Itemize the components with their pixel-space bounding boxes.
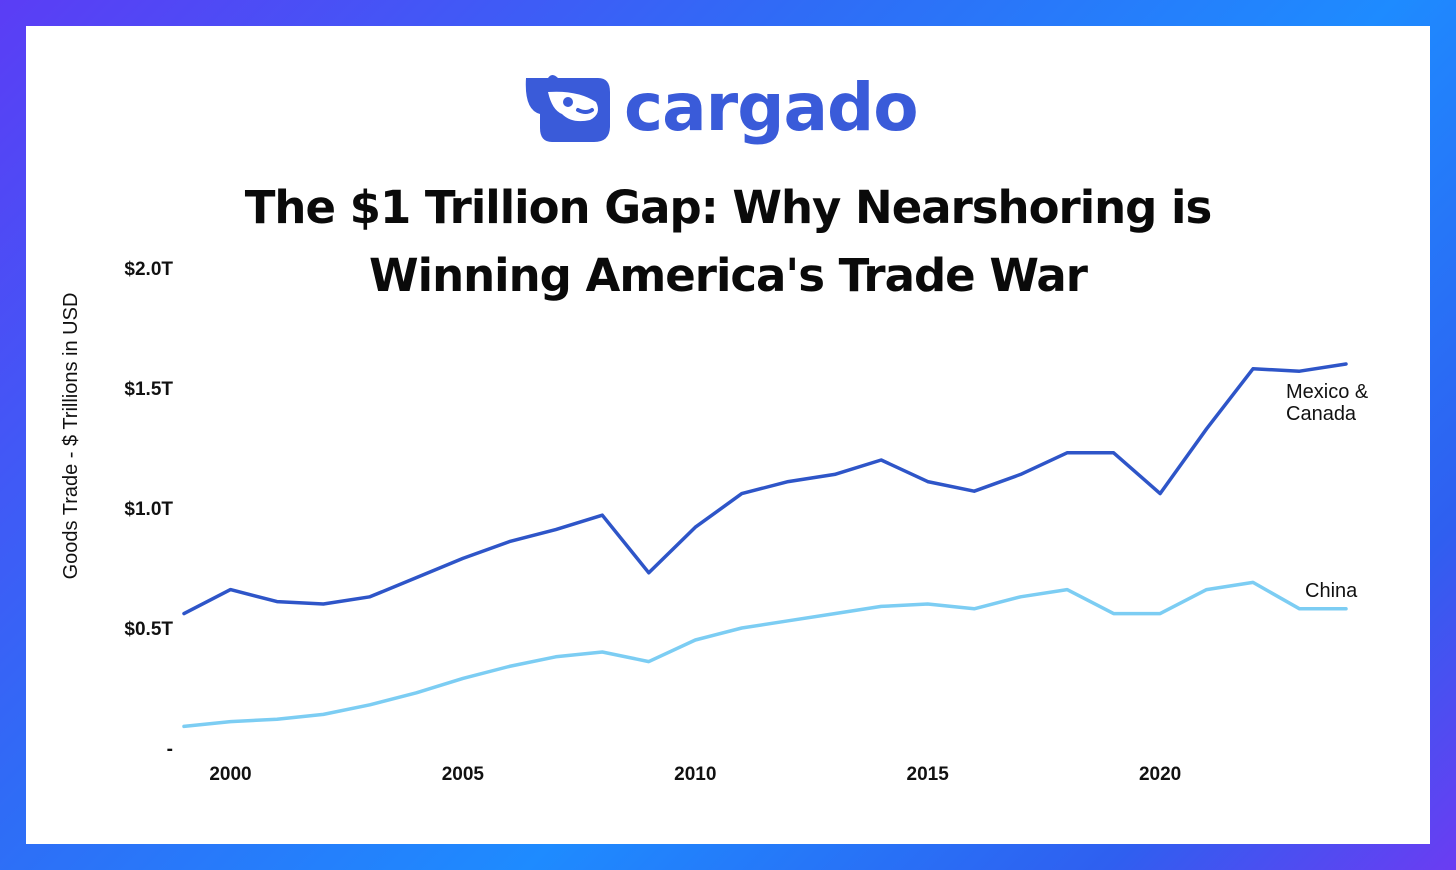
x-tick-label-2010: 2010 bbox=[674, 764, 716, 785]
brand-name: cargado bbox=[624, 69, 919, 146]
brand-logo: cargado bbox=[522, 69, 919, 146]
y-axis-label: Goods Trade - $ Trillions in USD bbox=[60, 293, 82, 580]
series-label-mexico-canada-line2: Canada bbox=[1286, 403, 1357, 425]
y-tick-label-1: $0.5T bbox=[124, 619, 173, 640]
series-label-china: China bbox=[1305, 580, 1358, 602]
y-tick-label-4: $2.0T bbox=[124, 259, 173, 280]
x-tick-label-2015: 2015 bbox=[907, 764, 950, 785]
series-line-china bbox=[182, 580, 1348, 729]
series-label-mexico-canada-line1: Mexico & bbox=[1286, 381, 1369, 403]
y-tick-label-3: $1.5T bbox=[124, 379, 173, 400]
x-tick-label-2020: 2020 bbox=[1139, 764, 1181, 785]
x-tick-label-2005: 2005 bbox=[442, 764, 485, 785]
y-tick-label-0: - bbox=[167, 739, 173, 760]
series-line-mexico-canada bbox=[182, 362, 1348, 616]
cargado-mascot-icon bbox=[525, 75, 610, 142]
x-tick-label-2000: 2000 bbox=[209, 764, 251, 785]
chart-title-line-2: Winning America's Trade War bbox=[369, 249, 1088, 302]
y-tick-label-2: $1.0T bbox=[124, 499, 173, 520]
chart-title-line-1: The $1 Trillion Gap: Why Nearshoring is bbox=[244, 181, 1213, 234]
chart-card bbox=[26, 26, 1430, 844]
